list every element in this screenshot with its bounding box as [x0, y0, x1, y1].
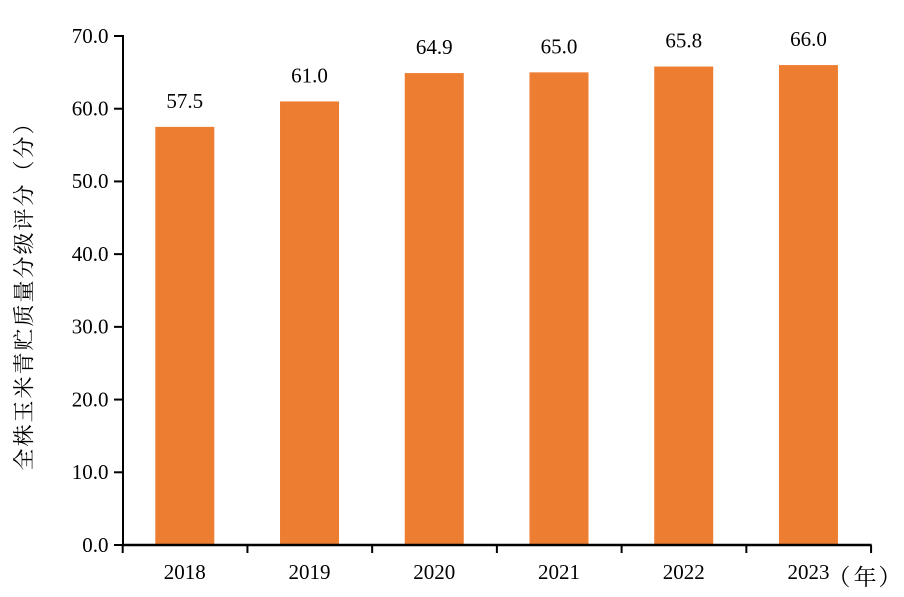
svg-text:2018: 2018	[164, 560, 206, 584]
svg-text:2019: 2019	[289, 560, 331, 584]
svg-text:10.0: 10.0	[72, 460, 109, 484]
svg-text:0.0: 0.0	[82, 533, 108, 557]
svg-text:40.0: 40.0	[72, 242, 109, 266]
svg-text:65.8: 65.8	[665, 29, 702, 53]
svg-text:57.5: 57.5	[166, 89, 203, 113]
svg-text:20.0: 20.0	[72, 387, 109, 411]
svg-text:61.0: 61.0	[291, 63, 328, 87]
svg-text:2021: 2021	[538, 560, 580, 584]
svg-text:2020: 2020	[413, 560, 455, 584]
svg-text:66.0: 66.0	[790, 27, 827, 51]
svg-text:70.0: 70.0	[72, 24, 109, 48]
svg-text:2023: 2023	[787, 560, 829, 584]
svg-text:64.9: 64.9	[416, 35, 453, 59]
svg-text:2022: 2022	[663, 560, 705, 584]
svg-text:50.0: 50.0	[72, 169, 109, 193]
svg-text:30.0: 30.0	[72, 315, 109, 339]
svg-text:65.0: 65.0	[541, 34, 578, 58]
svg-text:60.0: 60.0	[72, 97, 109, 121]
